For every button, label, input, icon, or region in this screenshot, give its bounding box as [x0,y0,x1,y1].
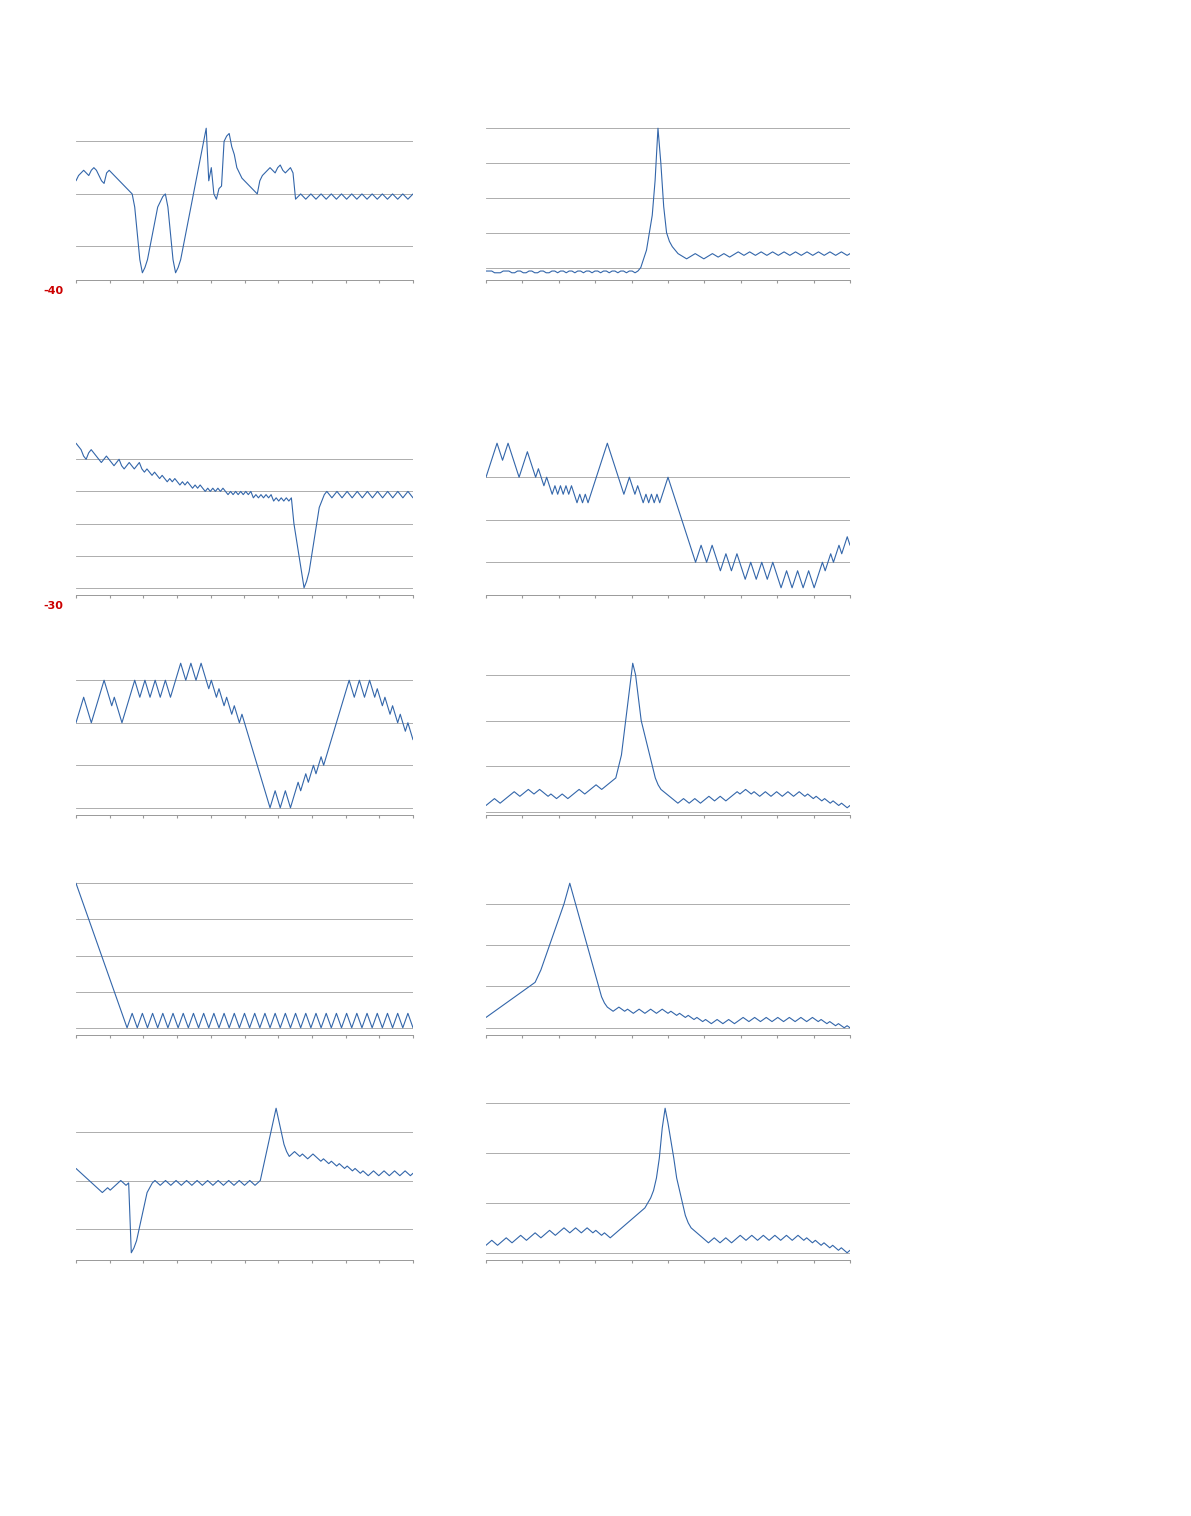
Text: -30: -30 [43,600,63,611]
Text: | Investment Research: | Investment Research [143,9,300,21]
Text: 估值周报: 估值周报 [1125,9,1155,21]
Text: -40: -40 [43,287,63,296]
